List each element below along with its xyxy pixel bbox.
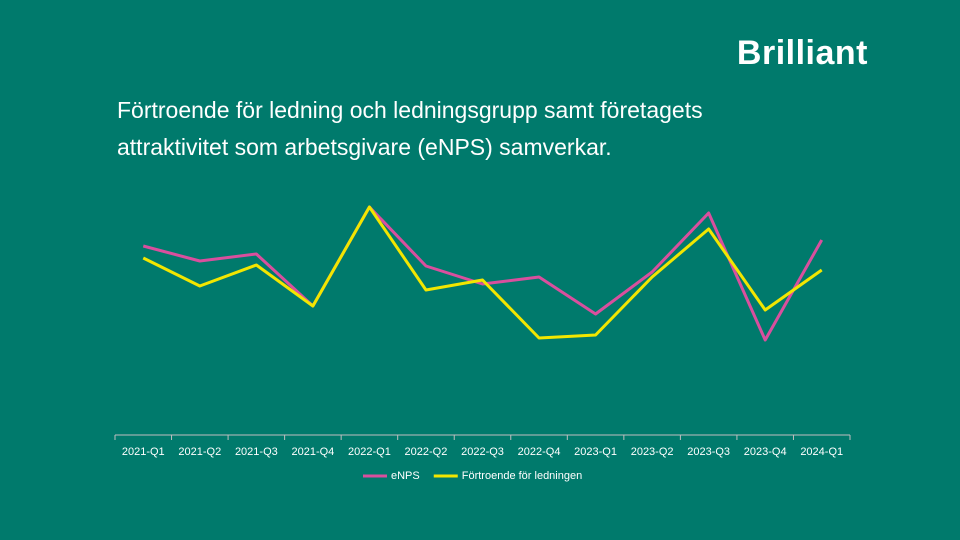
legend-label: Förtroende för ledningen	[462, 470, 582, 482]
brand-logo: Brilliant	[736, 34, 868, 72]
line-series	[142, 205, 823, 340]
x-tick-label: 2022-Q2	[405, 446, 448, 458]
x-tick-label: 2023-Q1	[574, 446, 617, 458]
line-series	[142, 205, 824, 342]
x-tick-label: 2023-Q3	[687, 446, 730, 458]
x-tick-label: 2023-Q2	[631, 446, 674, 458]
legend-label: eNPS	[391, 470, 420, 482]
x-tick-label: 2021-Q3	[235, 446, 278, 458]
x-tick-label: 2022-Q3	[461, 446, 504, 458]
x-tick-label: 2022-Q1	[348, 446, 391, 458]
x-tick-label: 2024-Q1	[800, 446, 843, 458]
x-tick-label: 2023-Q4	[744, 446, 787, 458]
x-tick-label: 2021-Q1	[122, 446, 165, 458]
x-tick-label: 2021-Q4	[291, 446, 334, 458]
x-tick-label: 2021-Q2	[178, 446, 221, 458]
x-tick-label: 2022-Q4	[518, 446, 561, 458]
chart-title: Förtroende för ledning och ledningsgrupp…	[117, 97, 703, 160]
